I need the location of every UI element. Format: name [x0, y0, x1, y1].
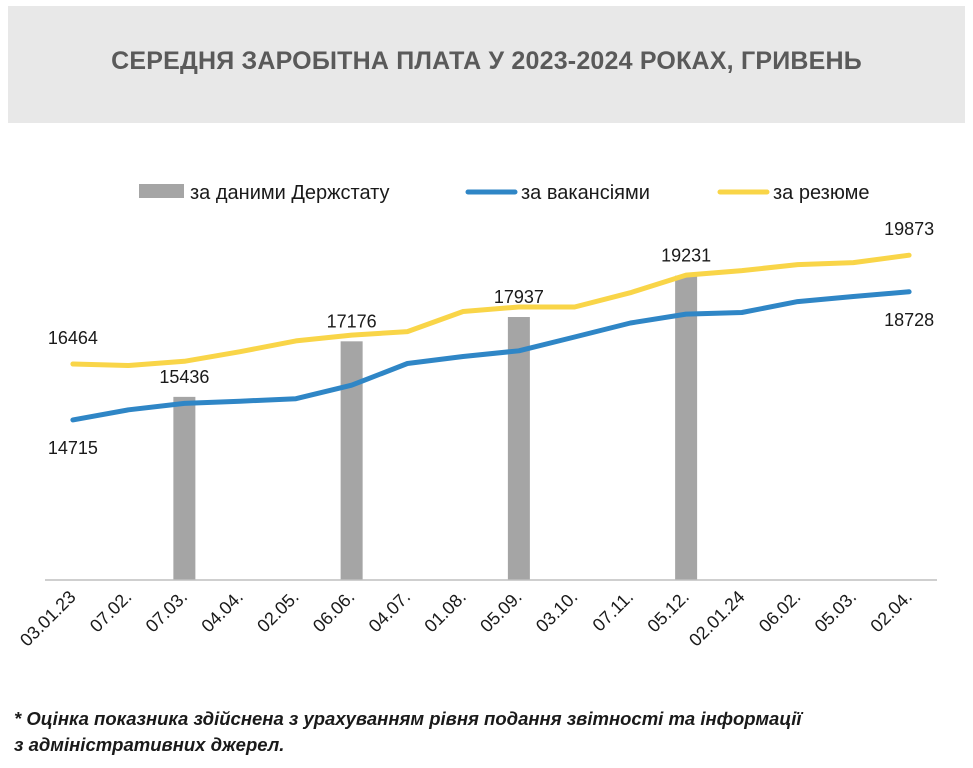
data-label-resume: 19873: [884, 219, 934, 239]
x-tick-label: 02.04.: [866, 587, 916, 637]
x-tick-label: 07.03.: [142, 587, 192, 637]
legend-label-vacancies: за вакансіями: [521, 182, 650, 204]
legend: за даними Держстату за вакансіями за рез…: [139, 182, 869, 204]
bar-derzhstat: [340, 341, 363, 580]
footnote: * Оцінка показника здійснена з урахуванн…: [14, 706, 954, 758]
data-label-derzhstat: 15436: [159, 367, 209, 387]
line-vacancies: [70, 289, 912, 423]
x-tick-label: 06.02.: [755, 587, 805, 637]
line-resume: [70, 252, 912, 368]
legend-label-resume: за резюме: [773, 182, 869, 204]
x-tick-label: 02.01.24: [685, 587, 749, 651]
bar-derzhstat: [675, 275, 698, 580]
title-band: [8, 6, 965, 123]
x-tick-label: 06.06.: [309, 587, 359, 637]
data-label-derzhstat: 17937: [494, 287, 544, 307]
footnote-line-2: з адміністративних джерел.: [14, 734, 285, 755]
chart-canvas: за даними Держстату за вакансіями за рез…: [16, 182, 937, 651]
data-label-vacancies: 14715: [48, 438, 98, 458]
bar-derzhstat: [173, 396, 196, 580]
bar-series: [173, 275, 698, 580]
x-tick-label: 03.01.23: [16, 587, 80, 651]
legend-swatch-bar: [139, 184, 184, 198]
data-label-derzhstat: 19231: [661, 246, 711, 266]
x-tick-label: 05.12.: [643, 587, 693, 637]
x-tick-label: 05.03.: [811, 587, 861, 637]
x-tick-label: 07.11.: [589, 587, 638, 636]
x-tick-label: 03.10.: [532, 587, 582, 637]
x-tick-labels: 03.01.23 07.02. 07.03. 04.04. 02.05. 06.06. 04…: [16, 587, 916, 651]
x-tick-label: 01.08.: [420, 587, 470, 637]
data-label-vacancies: 18728: [884, 310, 934, 330]
data-label-derzhstat: 17176: [327, 311, 377, 331]
bar-derzhstat: [507, 317, 530, 580]
line-series: [70, 252, 912, 423]
footnote-line-1: * Оцінка показника здійснена з урахуванн…: [14, 708, 802, 729]
data-labels: 15436 17176 17937 19231 14715 18728 16464 19873: [48, 219, 934, 458]
data-label-resume: 16464: [48, 328, 98, 348]
x-tick-label: 02.05.: [253, 587, 303, 637]
chart-title: СЕРЕДНЯ ЗАРОБІТНА ПЛАТА У 2023-2024 РОКА…: [111, 47, 862, 75]
legend-label-bar: за даними Держстату: [190, 182, 390, 204]
x-tick-label: 04.04.: [197, 587, 247, 637]
x-tick-label: 07.02.: [86, 587, 136, 637]
x-tick-label: 04.07.: [365, 587, 415, 637]
x-tick-label: 05.09.: [476, 587, 526, 637]
